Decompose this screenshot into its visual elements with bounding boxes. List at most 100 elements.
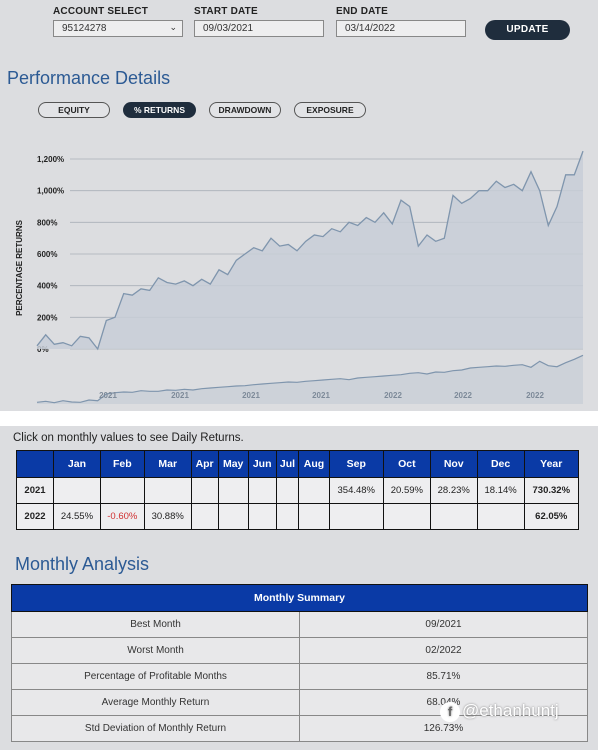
tab-equity[interactable]: EQUITY xyxy=(38,102,110,118)
monthly-header-row: Jan Feb Mar Apr May Jun Jul Aug Sep Oct … xyxy=(16,450,580,478)
cell-2021-mar[interactable] xyxy=(143,477,192,504)
y-tick-labels: 1,200% 1,000% 800% 600% 400% 200% 0% xyxy=(37,155,64,354)
update-button[interactable]: UPDATE xyxy=(485,20,570,40)
header-sep: Sep xyxy=(328,450,384,478)
cell-2022-jun[interactable] xyxy=(247,503,277,530)
header-aug: Aug xyxy=(298,450,330,478)
cell-2022-oct[interactable] xyxy=(382,503,431,530)
cell-2021-jul[interactable] xyxy=(275,477,300,504)
cell-2022-sep[interactable] xyxy=(328,503,384,530)
summary-value: 09/2021 xyxy=(299,611,588,638)
chevron-down-icon: ⌄ xyxy=(169,22,177,32)
header-jun: Jun xyxy=(247,450,277,478)
x-tick-labels: 2021 2021 2021 2021 2022 2022 2022 xyxy=(99,391,544,400)
overview-area xyxy=(37,355,583,404)
cell-2021-may[interactable] xyxy=(217,477,249,504)
cell-2022-apr[interactable] xyxy=(190,503,219,530)
monthly-analysis-title: Monthly Analysis xyxy=(15,554,150,574)
cell-2021-oct[interactable]: 20.59% xyxy=(382,477,431,504)
summary-label: Worst Month xyxy=(11,637,300,664)
header-oct: Oct xyxy=(382,450,431,478)
start-date-value: 09/03/2021 xyxy=(203,23,254,34)
account-select[interactable]: 95124278 ⌄ xyxy=(53,20,183,37)
summary-value: 68.04% xyxy=(299,689,588,716)
cell-2022-jul[interactable] xyxy=(275,503,300,530)
cell-2022-aug[interactable] xyxy=(298,503,330,530)
overview-line xyxy=(36,354,584,404)
start-date-input[interactable]: 09/03/2021 xyxy=(194,20,324,37)
x-tick-label: 2022 xyxy=(454,391,472,400)
y-tick-label: 200% xyxy=(37,313,57,322)
header-jul: Jul xyxy=(275,450,300,478)
tab-returns[interactable]: % RETURNS xyxy=(123,102,196,118)
x-tick-label: 2021 xyxy=(242,391,260,400)
x-tick-label: 2021 xyxy=(99,391,117,400)
x-tick-label: 2021 xyxy=(171,391,189,400)
cell-2022-dec[interactable] xyxy=(476,503,525,530)
cell-2021-dec[interactable]: 18.14% xyxy=(476,477,525,504)
summary-header: Monthly Summary xyxy=(11,584,588,612)
cell-2021-jun[interactable] xyxy=(247,477,277,504)
tab-exposure[interactable]: EXPOSURE xyxy=(294,102,366,118)
returns-line xyxy=(36,150,584,351)
table-row: 2022 24.55% -0.60% 30.88% 62.05% xyxy=(16,503,580,530)
y-tick-label: 1,000% xyxy=(37,187,64,196)
cell-2021-feb[interactable] xyxy=(99,477,145,504)
cell-2022-nov[interactable] xyxy=(429,503,478,530)
summary-value: 85.71% xyxy=(299,663,588,690)
y-tick-label: 800% xyxy=(37,218,57,227)
y-tick-label: 1,200% xyxy=(37,155,64,164)
performance-title: Performance Details xyxy=(7,68,171,88)
end-date-input[interactable]: 03/14/2022 xyxy=(336,20,466,37)
y-tick-label: 0% xyxy=(37,345,49,354)
tab-drawdown[interactable]: DRAWDOWN xyxy=(209,102,281,118)
watermark-text: @ethanhuntj xyxy=(462,701,559,720)
end-date-label: END DATE xyxy=(336,6,388,17)
cell-2021-sep[interactable]: 354.48% xyxy=(328,477,384,504)
y-tick-label: 600% xyxy=(37,250,57,259)
table-row: Std Deviation of Monthly Return 126.73% xyxy=(11,715,588,742)
row-year: 2022 xyxy=(16,503,54,530)
table-row: Best Month 09/2021 xyxy=(11,611,588,638)
separator-band xyxy=(0,411,598,426)
cell-2022-jan[interactable]: 24.55% xyxy=(53,503,101,530)
summary-label: Average Monthly Return xyxy=(11,689,300,716)
header-blank xyxy=(16,450,54,478)
cell-2022-mar[interactable]: 30.88% xyxy=(143,503,192,530)
summary-value: 02/2022 xyxy=(299,637,588,664)
cell-2022-may[interactable] xyxy=(217,503,249,530)
start-date-group: START DATE 09/03/2021 xyxy=(194,6,324,37)
table-row: Average Monthly Return 68.04% xyxy=(11,689,588,716)
header-mar: Mar xyxy=(143,450,192,478)
account-select-group: ACCOUNT SELECT 95124278 ⌄ xyxy=(53,6,183,37)
row-year: 2021 xyxy=(16,477,54,504)
returns-area xyxy=(37,151,583,349)
account-select-label: ACCOUNT SELECT xyxy=(53,6,149,17)
table-row: Percentage of Profitable Months 85.71% xyxy=(11,663,588,690)
cell-2021-aug[interactable] xyxy=(298,477,330,504)
end-date-value: 03/14/2022 xyxy=(345,23,396,34)
summary-label: Percentage of Profitable Months xyxy=(11,663,300,690)
filter-bar: ACCOUNT SELECT 95124278 ⌄ START DATE 09/… xyxy=(0,0,598,60)
monthly-note: Click on monthly values to see Daily Ret… xyxy=(13,432,244,444)
x-tick-label: 2021 xyxy=(312,391,330,400)
account-select-value: 95124278 xyxy=(62,23,107,34)
header-apr: Apr xyxy=(190,450,219,478)
cell-2022-feb[interactable]: -0.60% xyxy=(99,503,145,530)
returns-chart: PERCENTAGE RETURNS 1,200% 1,000% 800% 600% 4… xyxy=(15,150,584,404)
x-tick-label: 2022 xyxy=(384,391,402,400)
cell-2021-apr[interactable] xyxy=(190,477,219,504)
header-jan: Jan xyxy=(53,450,101,478)
cell-2021-jan[interactable] xyxy=(53,477,101,504)
header-dec: Dec xyxy=(476,450,525,478)
y-axis-label: PERCENTAGE RETURNS xyxy=(15,219,24,316)
start-date-label: START DATE xyxy=(194,6,258,17)
summary-label: Best Month xyxy=(11,611,300,638)
facebook-icon: f xyxy=(440,701,460,722)
y-tick-label: 400% xyxy=(37,282,57,291)
cell-2022-year: 62.05% xyxy=(523,503,580,530)
header-year: Year xyxy=(523,450,580,478)
cell-2021-nov[interactable]: 28.23% xyxy=(429,477,478,504)
x-tick-label: 2022 xyxy=(526,391,544,400)
watermark: f @ethanhuntj xyxy=(440,701,559,722)
